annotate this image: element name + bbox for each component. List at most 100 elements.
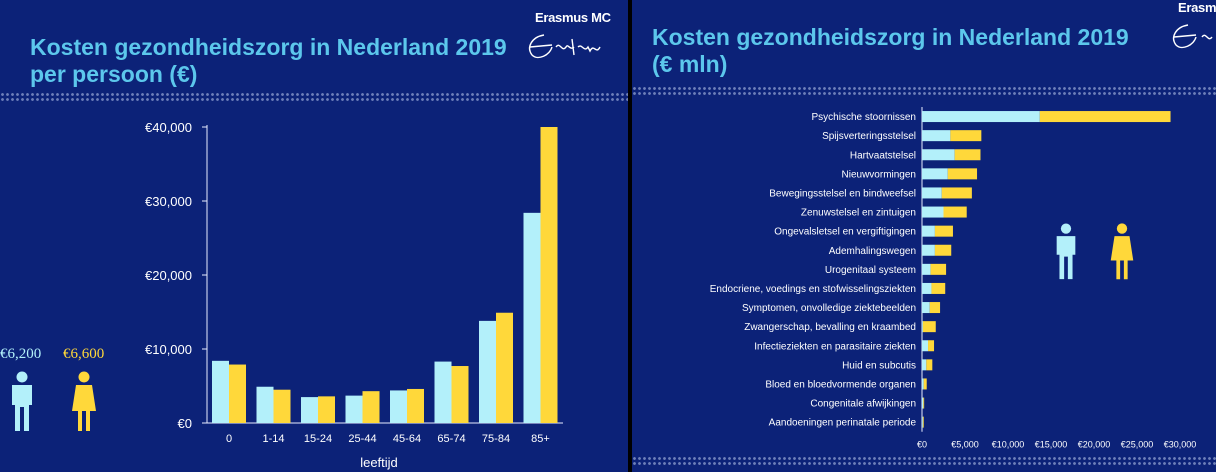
bar-female	[496, 312, 513, 423]
slide-title-line2: per persoon (€)	[30, 61, 198, 87]
x-tick-label: €10,000	[992, 440, 1025, 450]
dotted-divider	[0, 92, 628, 102]
category-label: Infectieziekten en parasitaire ziekten	[754, 341, 916, 352]
category-label: Urogenitaal systeem	[825, 265, 916, 276]
category-label: Zenuwstelsel en zintuigen	[801, 208, 916, 219]
x-axis-label: leeftijd	[360, 455, 398, 470]
average-female-cost: €6,600	[63, 346, 105, 362]
bar-male	[256, 386, 274, 423]
bar-male	[922, 149, 955, 161]
erasmus-mc-logo: Erasmus MC	[522, 10, 612, 70]
bar-male	[922, 302, 930, 314]
bar-female	[407, 388, 424, 423]
bar-female	[922, 321, 936, 333]
category-label: Huid en subcutis	[842, 360, 916, 371]
slide-separator	[628, 0, 632, 472]
slide-title-line1: Kosten gezondheidszorg in Nederland 2019	[30, 34, 507, 60]
category-label: Ongevalsletsel en vergiftigingen	[774, 227, 916, 238]
logo-signature	[528, 34, 601, 59]
average-male-cost: €6,200	[0, 346, 42, 362]
bar-female	[451, 366, 469, 423]
category-label: Spijsverteringsstelsel	[822, 131, 916, 142]
y-tick-label: €40,000	[145, 120, 192, 135]
bar-male	[301, 397, 318, 423]
bar-female	[318, 396, 335, 423]
category-label: Symptomen, onvolledige ziektebeelden	[742, 303, 916, 314]
female-person-icon	[1110, 223, 1134, 280]
dotted-divider-bottom	[632, 456, 1216, 466]
category-label: Aandoeningen perinatale periode	[769, 418, 917, 429]
bar-male	[922, 225, 935, 237]
logo-signature	[1172, 24, 1213, 49]
bar-male	[922, 263, 931, 275]
logo-name: Erasmus MC	[535, 10, 611, 25]
category-label: Zwangerschap, bevalling en kraambed	[744, 322, 916, 333]
bar-female	[229, 364, 246, 423]
category-label: Psychische stoornissen	[812, 112, 917, 123]
x-tick-label: 65-74	[437, 433, 465, 445]
slide-title: Kosten gezondheidszorg in Nederland 2019…	[30, 34, 507, 88]
bar-male	[922, 397, 924, 409]
bar-male	[922, 244, 935, 256]
erasmus-mc-logo: Erasmus	[1166, 0, 1216, 60]
bar-female	[934, 225, 953, 237]
bar-male	[345, 395, 363, 423]
bar-male	[922, 416, 923, 428]
bar-male	[922, 130, 951, 142]
bar-male	[922, 378, 924, 390]
bar-female	[950, 130, 982, 142]
disease-cost-chart: Psychische stoornissen Spijsverteringsste…	[710, 107, 1197, 450]
category-label: Endocriene, voedings en stofwisselingszi…	[710, 284, 916, 295]
slide-per-person: Kosten gezondheidszorg in Nederland 2019…	[0, 10, 628, 470]
bar-male	[390, 390, 407, 423]
slide-title: Kosten gezondheidszorg in Nederland 2019…	[652, 24, 1129, 78]
bar-female	[928, 340, 935, 352]
x-tick-label: 0	[226, 433, 232, 445]
bar-female	[922, 416, 924, 428]
bar-male	[922, 359, 927, 371]
bar-female	[934, 244, 952, 256]
bar-female	[930, 263, 947, 275]
category-label: Nieuwvormingen	[842, 169, 916, 180]
bar-male	[212, 360, 229, 423]
bar-female	[362, 391, 380, 423]
bar-male	[922, 340, 929, 352]
dotted-divider	[632, 86, 1216, 96]
x-tick-label: €25,000	[1121, 440, 1154, 450]
bar-male	[922, 282, 932, 294]
bar-female	[923, 378, 927, 390]
bar-male	[922, 168, 948, 180]
age-cost-chart: €0 €10,000 €20,000 €30,000 €40,000 0 1-14 15-24…	[145, 120, 563, 470]
male-person-icon	[12, 371, 32, 431]
y-tick-label: €30,000	[145, 194, 192, 209]
x-tick-label: €0	[917, 440, 927, 450]
bar-male	[922, 321, 923, 333]
bar-male	[922, 206, 944, 218]
bar-male	[479, 320, 496, 423]
slide-title-line1: Kosten gezondheidszorg in Nederland 2019	[652, 24, 1129, 50]
male-person-icon	[1056, 223, 1076, 280]
bar-female	[943, 206, 967, 218]
x-tick-label: 45-64	[393, 433, 421, 445]
x-tick-label: 85+	[531, 433, 550, 445]
x-tick-label: €20,000	[1078, 440, 1111, 450]
x-tick-label: €30,000	[1164, 440, 1197, 450]
logo-name: Erasmus	[1178, 0, 1216, 15]
bar-male	[523, 212, 541, 423]
bar-female	[931, 282, 946, 294]
bar-female	[947, 168, 978, 180]
bar-female	[540, 127, 558, 423]
y-tick-label: €20,000	[145, 268, 192, 283]
category-label: Bewegingsstelsel en bindweefsel	[769, 188, 916, 199]
y-tick-label: €0	[178, 416, 192, 431]
bar-female	[1039, 111, 1171, 123]
category-label: Bloed en bloedvormende organen	[765, 379, 916, 390]
bar-male	[922, 111, 1040, 123]
bar-female	[929, 302, 941, 314]
x-tick-label: 75-84	[482, 433, 510, 445]
bar-male	[922, 187, 942, 199]
bar-female	[954, 149, 981, 161]
bar-female	[926, 359, 933, 371]
x-tick-label: 15-24	[304, 433, 332, 445]
